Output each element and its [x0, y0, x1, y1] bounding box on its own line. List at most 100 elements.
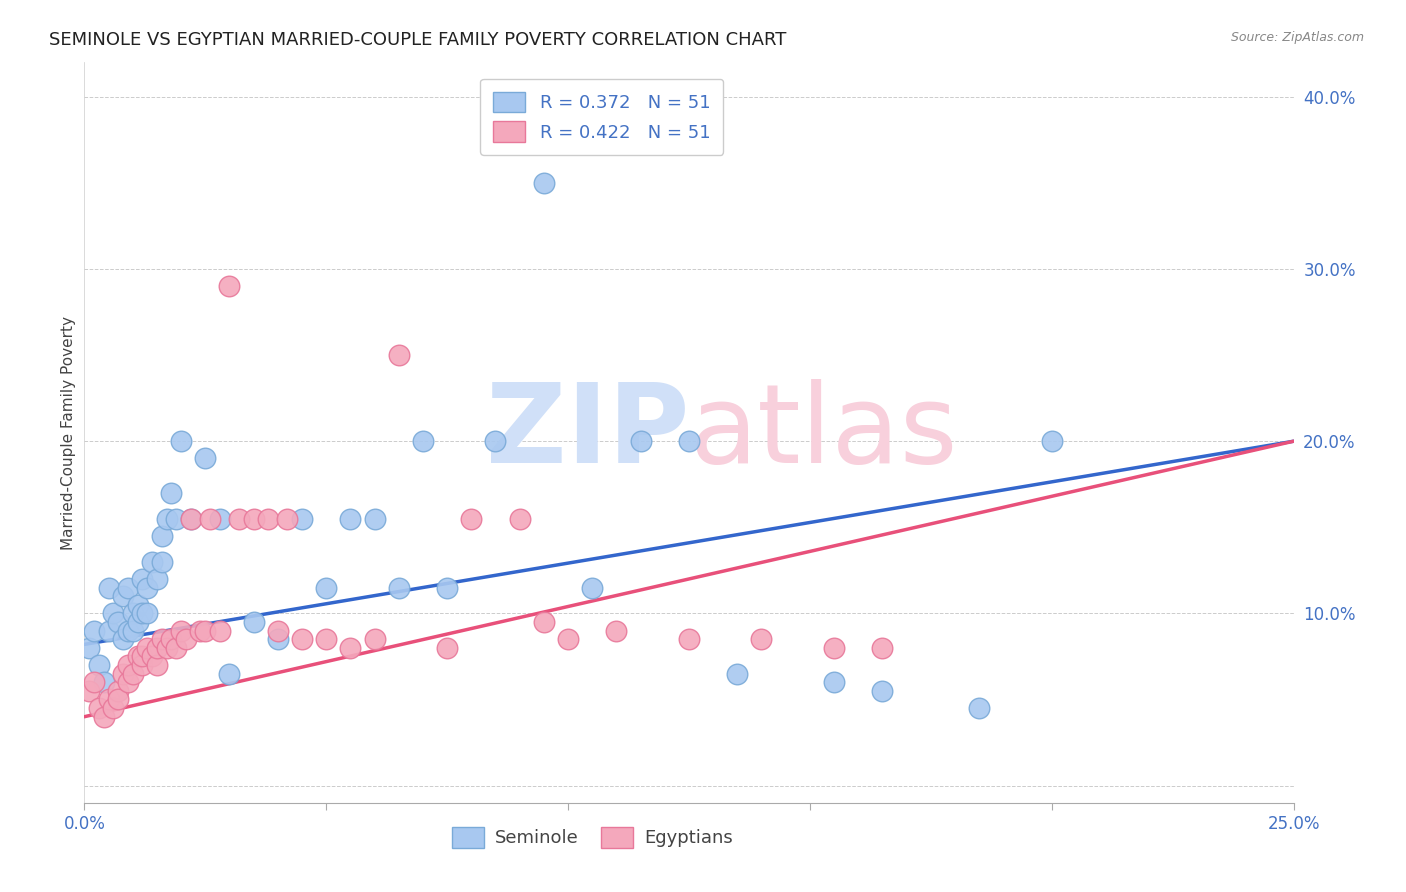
Seminole — [581, 581, 603, 595]
Seminole — [180, 512, 202, 526]
Seminole — [112, 632, 135, 647]
Seminole — [127, 615, 149, 629]
Egyptians — [436, 640, 458, 655]
Egyptians — [315, 632, 337, 647]
Egyptians — [87, 701, 110, 715]
Egyptians — [131, 649, 153, 664]
Egyptians — [117, 675, 139, 690]
Egyptians — [276, 512, 298, 526]
Egyptians — [218, 279, 240, 293]
Seminole — [127, 598, 149, 612]
Seminole — [872, 684, 894, 698]
Egyptians — [194, 624, 217, 638]
Seminole — [165, 512, 187, 526]
Egyptians — [180, 512, 202, 526]
Seminole — [97, 581, 120, 595]
Egyptians — [605, 624, 627, 638]
Seminole — [77, 640, 100, 655]
Egyptians — [160, 632, 183, 647]
Seminole — [112, 589, 135, 603]
Seminole — [218, 666, 240, 681]
Seminole — [533, 176, 555, 190]
Seminole — [97, 624, 120, 638]
Seminole — [242, 615, 264, 629]
Seminole — [678, 434, 700, 449]
Egyptians — [146, 658, 169, 673]
Egyptians — [174, 632, 197, 647]
Egyptians — [165, 640, 187, 655]
Egyptians — [823, 640, 845, 655]
Egyptians — [112, 666, 135, 681]
Text: Source: ZipAtlas.com: Source: ZipAtlas.com — [1230, 31, 1364, 45]
Seminole — [155, 512, 177, 526]
Seminole — [117, 581, 139, 595]
Egyptians — [363, 632, 385, 647]
Egyptians — [533, 615, 555, 629]
Egyptians — [136, 640, 159, 655]
Seminole — [107, 615, 129, 629]
Seminole — [136, 607, 159, 621]
Egyptians — [141, 649, 163, 664]
Egyptians — [97, 692, 120, 706]
Egyptians — [339, 640, 361, 655]
Egyptians — [208, 624, 231, 638]
Seminole — [121, 624, 143, 638]
Egyptians — [121, 666, 143, 681]
Egyptians — [267, 624, 290, 638]
Egyptians — [107, 684, 129, 698]
Seminole — [131, 607, 153, 621]
Egyptians — [557, 632, 579, 647]
Egyptians — [150, 632, 173, 647]
Egyptians — [127, 649, 149, 664]
Seminole — [131, 572, 153, 586]
Egyptians — [83, 675, 105, 690]
Egyptians — [103, 701, 125, 715]
Egyptians — [460, 512, 482, 526]
Egyptians — [872, 640, 894, 655]
Egyptians — [198, 512, 221, 526]
Egyptians — [170, 624, 193, 638]
Egyptians — [77, 684, 100, 698]
Seminole — [146, 572, 169, 586]
Y-axis label: Married-Couple Family Poverty: Married-Couple Family Poverty — [60, 316, 76, 549]
Seminole — [823, 675, 845, 690]
Seminole — [484, 434, 506, 449]
Egyptians — [146, 640, 169, 655]
Seminole — [141, 555, 163, 569]
Egyptians — [155, 640, 177, 655]
Seminole — [117, 624, 139, 638]
Seminole — [93, 675, 115, 690]
Egyptians — [257, 512, 280, 526]
Seminole — [1040, 434, 1063, 449]
Seminole — [208, 512, 231, 526]
Egyptians — [107, 692, 129, 706]
Seminole — [315, 581, 337, 595]
Seminole — [412, 434, 434, 449]
Egyptians — [131, 658, 153, 673]
Seminole — [83, 624, 105, 638]
Text: SEMINOLE VS EGYPTIAN MARRIED-COUPLE FAMILY POVERTY CORRELATION CHART: SEMINOLE VS EGYPTIAN MARRIED-COUPLE FAMI… — [49, 31, 786, 49]
Seminole — [436, 581, 458, 595]
Egyptians — [509, 512, 531, 526]
Egyptians — [388, 348, 411, 362]
Seminole — [630, 434, 652, 449]
Egyptians — [291, 632, 314, 647]
Seminole — [267, 632, 290, 647]
Seminole — [136, 581, 159, 595]
Seminole — [194, 451, 217, 466]
Seminole — [150, 555, 173, 569]
Seminole — [170, 434, 193, 449]
Seminole — [967, 701, 990, 715]
Egyptians — [751, 632, 773, 647]
Egyptians — [242, 512, 264, 526]
Seminole — [160, 486, 183, 500]
Seminole — [725, 666, 748, 681]
Text: atlas: atlas — [689, 379, 957, 486]
Seminole — [339, 512, 361, 526]
Egyptians — [117, 658, 139, 673]
Seminole — [103, 607, 125, 621]
Seminole — [87, 658, 110, 673]
Egyptians — [93, 709, 115, 723]
Legend: Seminole, Egyptians: Seminole, Egyptians — [443, 818, 741, 856]
Seminole — [291, 512, 314, 526]
